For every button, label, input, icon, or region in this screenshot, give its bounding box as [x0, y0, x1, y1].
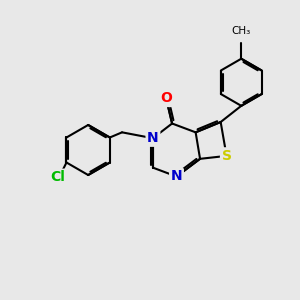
- Text: N: N: [171, 169, 182, 184]
- Text: Cl: Cl: [50, 170, 65, 184]
- Text: S: S: [222, 149, 232, 163]
- Text: N: N: [147, 131, 159, 145]
- Text: O: O: [160, 92, 172, 106]
- Text: CH₃: CH₃: [232, 26, 251, 36]
